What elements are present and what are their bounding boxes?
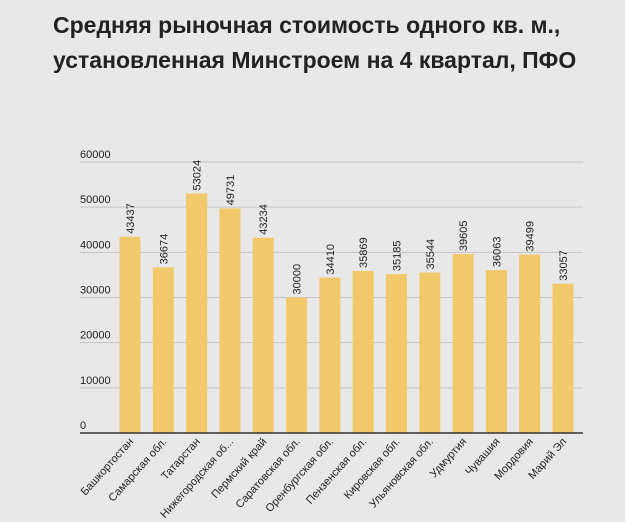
bar	[552, 283, 574, 433]
bar-value-label: 39605	[458, 221, 470, 252]
bars	[119, 193, 574, 433]
x-tick-label: Пензенская обл.	[304, 436, 369, 507]
bar-value-label: 39499	[525, 221, 537, 252]
chart-title: Средняя рыночная стоимость одного кв. м.…	[53, 12, 577, 73]
value-labels: 43437 36674 53024 49731 43234 30000 34410 35869…	[125, 160, 570, 295]
bar-value-label: 35869	[358, 237, 370, 268]
x-tick-label: Самарская обл.	[106, 436, 169, 504]
bar	[452, 254, 474, 433]
y-tick-label: 40000	[80, 239, 111, 251]
bar-value-label: 34410	[325, 244, 337, 275]
bar-value-label: 43234	[258, 204, 270, 235]
bar-value-label: 35544	[425, 239, 437, 270]
bar-value-label: 35185	[391, 240, 403, 271]
bar-value-label: 30000	[292, 264, 304, 295]
y-axis-ticks: 0 10000 20000 30000 40000 50000 60000	[80, 149, 111, 432]
bar-value-label: 33057	[558, 250, 570, 281]
y-tick-label: 30000	[80, 285, 111, 297]
bar	[385, 274, 407, 433]
bar-value-label: 36063	[491, 237, 503, 268]
bar	[219, 208, 241, 433]
y-tick-label: 20000	[80, 330, 111, 342]
bar	[485, 270, 507, 433]
bar-value-label: 36674	[158, 234, 170, 265]
y-tick-label: 0	[80, 420, 86, 432]
y-tick-label: 10000	[80, 375, 111, 387]
bar-value-label: 49731	[225, 175, 237, 206]
bar	[419, 272, 441, 433]
bar	[519, 254, 541, 433]
bar	[319, 277, 341, 433]
bar	[252, 237, 274, 433]
bar	[119, 236, 141, 433]
x-tick-label: Ульяновская обл.	[367, 436, 436, 510]
bar	[352, 270, 374, 433]
y-tick-label: 60000	[80, 149, 111, 161]
bar	[286, 297, 308, 433]
bar-value-label: 43437	[125, 203, 137, 234]
bar	[186, 193, 208, 433]
y-tick-label: 50000	[80, 194, 111, 206]
bar	[152, 267, 174, 433]
bar-value-label: 53024	[192, 160, 204, 191]
